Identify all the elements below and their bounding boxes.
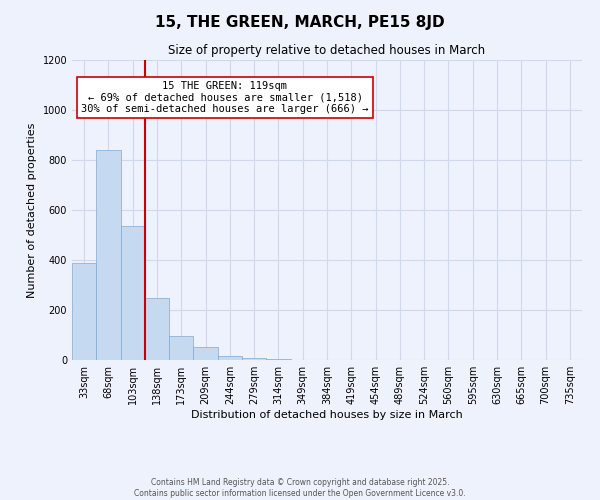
Bar <box>145 298 169 360</box>
Bar <box>169 336 193 360</box>
Bar <box>121 226 145 360</box>
Bar <box>72 262 96 360</box>
Text: Contains HM Land Registry data © Crown copyright and database right 2025.
Contai: Contains HM Land Registry data © Crown c… <box>134 478 466 498</box>
Title: Size of property relative to detached houses in March: Size of property relative to detached ho… <box>169 44 485 58</box>
Bar <box>242 358 266 360</box>
Bar <box>193 347 218 360</box>
Text: 15 THE GREEN: 119sqm
← 69% of detached houses are smaller (1,518)
30% of semi-de: 15 THE GREEN: 119sqm ← 69% of detached h… <box>81 81 369 114</box>
Text: 15, THE GREEN, MARCH, PE15 8JD: 15, THE GREEN, MARCH, PE15 8JD <box>155 15 445 30</box>
Bar <box>218 356 242 360</box>
Y-axis label: Number of detached properties: Number of detached properties <box>27 122 37 298</box>
Bar <box>266 359 290 360</box>
X-axis label: Distribution of detached houses by size in March: Distribution of detached houses by size … <box>191 410 463 420</box>
Bar <box>96 150 121 360</box>
